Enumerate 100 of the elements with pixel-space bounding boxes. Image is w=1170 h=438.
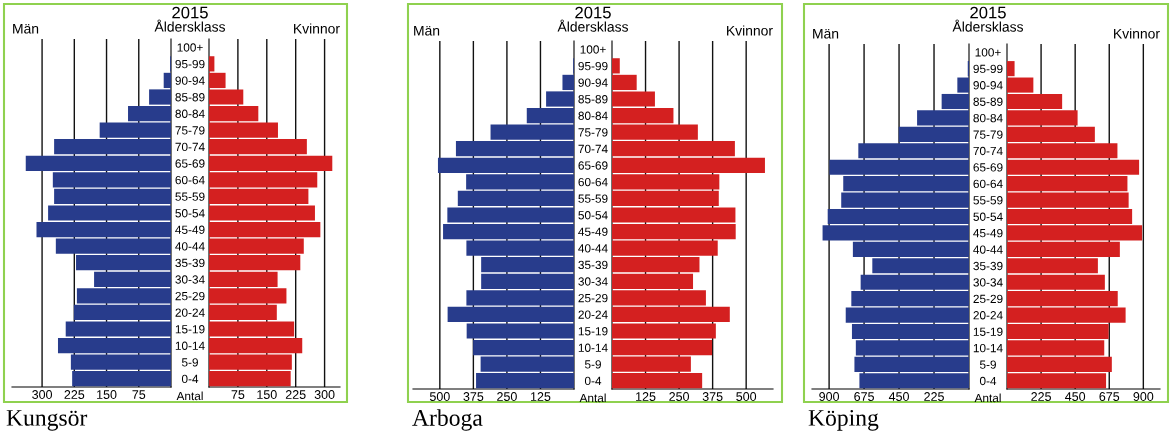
bar <box>209 56 215 72</box>
x-tick-label: 225 <box>924 392 944 401</box>
y-tick-label: 50-54 <box>578 211 608 220</box>
x-tick-label: 300 <box>32 390 53 399</box>
y-tick-label: 80-84 <box>973 113 1003 123</box>
y-tick-label: 10-14 <box>578 343 608 352</box>
y-tick-label: 55-59 <box>175 192 205 201</box>
x-tick-label: 675 <box>854 392 874 401</box>
y-tick-label: 50-54 <box>973 212 1003 221</box>
x-tick-label: 675 <box>1099 392 1120 401</box>
y-tick-label: 45-49 <box>175 225 205 234</box>
chart-title: Män <box>813 28 839 39</box>
y-tick-label: 80-84 <box>578 111 608 120</box>
text: Arboga <box>412 409 483 431</box>
y-tick-label: 65-69 <box>973 163 1003 172</box>
text: Kungsör <box>6 410 88 431</box>
y-tick-label: 80-84 <box>175 109 205 118</box>
y-tick-label: 100+ <box>975 48 1001 57</box>
y-tick-label: 30-34 <box>973 278 1003 287</box>
bar <box>1007 61 1015 77</box>
text: Åldersklass <box>952 19 1024 32</box>
y-tick-label: 55-59 <box>578 194 608 203</box>
x-tick-label: 125 <box>530 392 551 401</box>
y-tick-label: 65-69 <box>175 159 205 168</box>
y-tick-label: 45-49 <box>973 228 1003 238</box>
text: 2015 <box>172 6 208 19</box>
y-tick-label: 35-39 <box>175 258 205 268</box>
text: Åldersklass <box>154 19 226 32</box>
y-tick-label: 95-99 <box>175 59 205 69</box>
y-tick-label: 0-4 <box>584 376 602 386</box>
y-tick-label: 0-4 <box>181 374 199 384</box>
text: Antal <box>176 391 203 401</box>
text: Köping <box>808 409 879 431</box>
x-tick-label: 900 <box>819 392 840 401</box>
y-tick-label: 70-74 <box>175 142 205 152</box>
text: Åldersklass <box>557 19 629 32</box>
y-tick-label: 75-79 <box>973 130 1003 139</box>
y-tick-label: 30-34 <box>578 277 608 286</box>
y-tick-label: 15-19 <box>578 327 608 336</box>
y-tick-label: 40-44 <box>175 242 205 251</box>
y-tick-label: 25-29 <box>973 294 1003 304</box>
x-tick-label: 75 <box>132 390 146 399</box>
y-tick-label: 75-79 <box>578 128 608 137</box>
y-tick-label: 85-89 <box>973 97 1003 106</box>
y-tick-label: 15-19 <box>175 325 205 334</box>
x-tick-label: 150 <box>257 390 277 399</box>
y-tick-label: 5-9 <box>979 360 996 369</box>
y-tick-label: 85-89 <box>578 95 608 104</box>
y-tick-label: 50-54 <box>175 209 205 218</box>
x-tick-label: 450 <box>888 392 909 401</box>
y-tick-label: 15-19 <box>973 327 1003 336</box>
y-tick-label: 5-9 <box>181 358 198 367</box>
y-tick-label: 70-74 <box>578 144 608 154</box>
x-tick-label: 900 <box>1133 392 1154 401</box>
y-tick-label: 35-39 <box>973 261 1003 271</box>
y-tick-label: 90-94 <box>175 76 205 85</box>
y-tick-label: 90-94 <box>973 81 1003 90</box>
y-tick-label: 25-29 <box>578 293 608 303</box>
y-tick-label: 75-79 <box>175 126 205 135</box>
x-tick-label: 500 <box>429 392 450 401</box>
x-tick-label: 225 <box>64 390 85 399</box>
y-tick-label: 40-44 <box>578 244 608 253</box>
y-tick-label: 60-64 <box>973 179 1003 189</box>
y-tick-label: 20-24 <box>175 308 205 317</box>
bar <box>612 58 620 74</box>
x-tick-label: 125 <box>636 392 656 401</box>
text: 2015 <box>575 6 611 19</box>
x-tick-label: 300 <box>314 390 335 399</box>
y-tick-label: 60-64 <box>578 177 608 187</box>
y-tick-label: 10-14 <box>175 341 205 350</box>
y-tick-label: 40-44 <box>973 245 1003 254</box>
y-tick-label: 30-34 <box>175 275 205 284</box>
x-tick-label: 375 <box>463 392 484 401</box>
y-tick-label: 45-49 <box>578 227 608 236</box>
y-tick-label: 100+ <box>580 45 606 54</box>
y-tick-label: 90-94 <box>578 78 608 87</box>
y-tick-label: 55-59 <box>973 196 1003 205</box>
y-tick-label: 95-99 <box>973 64 1003 74</box>
y-tick-label: 5-9 <box>584 360 601 369</box>
text: Antal <box>974 393 1001 403</box>
x-tick-label: 150 <box>97 390 117 399</box>
x-tick-label: 225 <box>285 390 306 399</box>
x-tick-label: 75 <box>231 390 245 399</box>
y-tick-label: 100+ <box>177 43 203 52</box>
y-tick-label: 20-24 <box>973 311 1003 320</box>
chart-title: Kvinnor <box>1114 28 1160 39</box>
chart-title: Kvinnor <box>727 25 773 36</box>
chart-title: Kvinnor <box>294 23 340 34</box>
y-tick-label: 20-24 <box>578 310 608 319</box>
y-tick-label: 25-29 <box>175 291 205 301</box>
y-tick-label: 0-4 <box>979 376 997 386</box>
y-tick-label: 10-14 <box>973 343 1003 353</box>
y-tick-label: 60-64 <box>175 175 205 185</box>
y-tick-label: 85-89 <box>175 93 205 102</box>
x-tick-label: 375 <box>702 392 723 401</box>
y-tick-label: 35-39 <box>578 260 608 270</box>
chart-title: Män <box>13 23 39 34</box>
y-tick-label: 65-69 <box>578 161 608 170</box>
x-tick-label: 250 <box>669 392 690 401</box>
x-tick-label: 250 <box>497 392 517 401</box>
